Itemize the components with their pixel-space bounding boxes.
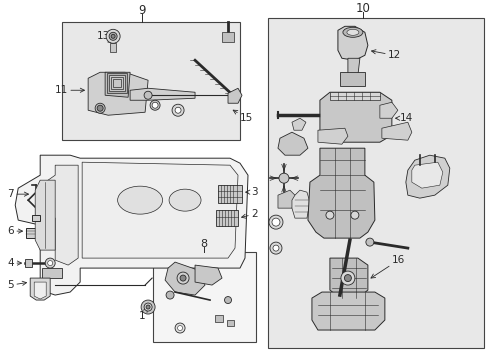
Circle shape [111,34,115,38]
Circle shape [325,211,333,219]
Text: 2: 2 [241,209,257,219]
Circle shape [177,325,182,330]
Circle shape [106,29,120,43]
Text: 8: 8 [200,238,207,251]
Polygon shape [130,88,195,100]
Text: 9: 9 [138,4,145,17]
Circle shape [141,300,155,314]
Polygon shape [379,102,397,118]
Polygon shape [30,278,50,300]
Polygon shape [165,262,204,295]
Polygon shape [109,75,125,91]
Polygon shape [411,162,442,188]
Polygon shape [347,58,359,75]
Text: 3: 3 [245,187,257,197]
Circle shape [271,218,280,226]
Circle shape [144,91,152,99]
Text: 15: 15 [233,110,253,123]
Polygon shape [291,190,309,218]
Text: 7: 7 [8,189,28,199]
Text: 14: 14 [395,113,412,123]
Circle shape [350,211,358,219]
Circle shape [344,275,351,282]
Circle shape [268,215,283,229]
Bar [216,210,238,226]
Bar [218,185,242,203]
Text: 16: 16 [370,255,404,278]
Circle shape [340,271,354,285]
Polygon shape [113,79,121,87]
Circle shape [365,238,373,246]
Circle shape [152,102,158,108]
Polygon shape [111,77,123,89]
Text: 13: 13 [97,31,113,43]
Circle shape [180,275,185,281]
Polygon shape [42,268,62,278]
Circle shape [175,107,181,113]
Text: 8: 8 [200,239,207,249]
Circle shape [48,261,53,266]
Text: 11: 11 [55,85,84,95]
Bar [32,215,40,221]
Ellipse shape [169,189,201,211]
Polygon shape [337,26,367,60]
Circle shape [146,305,150,309]
Polygon shape [82,162,238,258]
Circle shape [144,303,152,311]
Polygon shape [34,282,46,299]
Circle shape [272,245,278,251]
Circle shape [269,242,282,254]
Polygon shape [277,132,307,155]
Circle shape [278,173,288,183]
Polygon shape [195,265,222,285]
Polygon shape [317,128,347,144]
Text: 1: 1 [139,308,147,321]
Polygon shape [311,292,384,330]
Bar [339,72,364,86]
Circle shape [45,258,55,268]
Text: 10: 10 [355,2,369,15]
Polygon shape [405,155,449,198]
Polygon shape [88,72,148,115]
Text: 12: 12 [371,50,400,60]
Bar [62,22,240,140]
Polygon shape [227,88,242,103]
Polygon shape [381,122,411,140]
Polygon shape [107,73,127,93]
Polygon shape [222,32,234,42]
Ellipse shape [346,29,358,35]
Text: 4: 4 [8,258,21,268]
Polygon shape [25,259,32,267]
Bar [26,228,38,238]
Bar [153,252,255,342]
Circle shape [172,104,183,116]
Bar [267,18,483,348]
Circle shape [150,100,160,110]
Polygon shape [329,258,367,298]
Ellipse shape [118,186,162,214]
Circle shape [97,105,103,111]
Circle shape [109,32,117,40]
Polygon shape [319,92,391,142]
Bar [215,315,223,322]
Polygon shape [277,190,295,208]
Circle shape [224,297,231,303]
Polygon shape [307,148,374,238]
Bar [226,320,234,326]
Text: 5: 5 [8,280,26,290]
Circle shape [177,272,189,284]
Polygon shape [45,165,78,265]
Polygon shape [105,72,130,97]
Circle shape [175,323,184,333]
Circle shape [166,291,174,299]
Polygon shape [15,155,247,295]
Text: 6: 6 [8,226,22,236]
Circle shape [95,103,105,113]
Polygon shape [110,43,116,52]
Ellipse shape [342,27,362,37]
Polygon shape [35,180,55,250]
Polygon shape [291,118,305,130]
Polygon shape [329,92,379,100]
